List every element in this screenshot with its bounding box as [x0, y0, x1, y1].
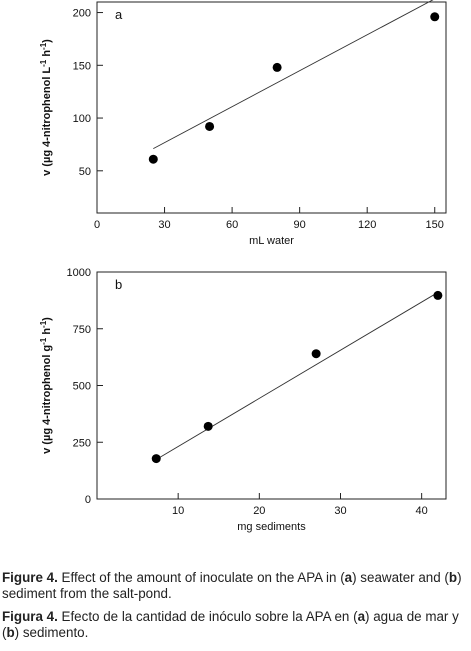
panel-label-a: a [115, 7, 123, 22]
fit-line-a [153, 0, 434, 150]
x-tick-label-b: 30 [334, 505, 346, 517]
fit-line-b [156, 292, 439, 460]
y-tick-label-a: 200 [73, 8, 91, 20]
caption-english-part: Effect of the amount of inoculate on the… [57, 570, 345, 585]
chart-a: 0 30 60 90 120 150 50 100 150 200 a mL water v (µg 4… [39, 0, 447, 247]
caption-spanish-b: b [6, 625, 15, 640]
caption-spanish-label: Figura 4. [2, 609, 58, 624]
y-axis-title-part: h [41, 50, 53, 60]
caption-spanish-part: Efecto de la cantidad de inóculo sobre l… [57, 609, 358, 624]
caption-spanish: Figura 4. Efecto de la cantidad de inócu… [2, 609, 469, 641]
x-tick-label-b: 40 [416, 505, 428, 517]
y-tick-label-b: 1000 [67, 267, 91, 279]
x-tick-label-b: 10 [172, 505, 184, 517]
x-tick-label-a: 120 [358, 219, 376, 231]
panel-label-b: b [115, 277, 122, 292]
caption-english-b: b [448, 570, 458, 585]
data-point-a [430, 12, 440, 22]
caption-spanish-part: ) sedimento. [14, 625, 89, 640]
y-axis-title-part: -1 [39, 337, 48, 345]
y-tick-label-b: 750 [73, 324, 91, 336]
x-axis-title-b: mg sediments [237, 521, 306, 533]
caption-english: Figure 4. Effect of the amount of inocul… [2, 570, 469, 602]
x-tick-label-a: 0 [94, 219, 100, 231]
caption-spanish-part: ) agua de mar y ( [2, 609, 459, 640]
y-axis-title-part: -1 [39, 59, 48, 67]
y-axis-title-b: v (µg 4-nitrophenol g-1 h-1) [39, 317, 53, 454]
y-tick-label-b: 500 [73, 381, 91, 393]
data-point-a [272, 62, 282, 72]
x-axis-title-a: mL water [249, 235, 294, 247]
data-point-b [311, 349, 321, 359]
caption-english-part: ) seawater and ( [352, 570, 449, 585]
y-axis-title-part: v (µg 4-nitrophenol g [41, 345, 53, 454]
chart-b: 10 20 30 40 0 250 500 750 1000 b mg sediments v (µg… [39, 267, 447, 533]
y-tick-label-a: 150 [73, 60, 91, 72]
y-tick-label-b: 250 [73, 437, 91, 449]
y-axis-title-part: -1 [39, 42, 48, 50]
plot-frame-a [96, 1, 447, 214]
caption-english-part: ) sediment from the salt-pond. [2, 570, 462, 601]
y-axis-title-part: v (µg 4-nitrophenol L [41, 67, 53, 176]
y-axis-title-part: -1 [39, 320, 48, 328]
caption-english-a: a [344, 570, 353, 585]
x-tick-label-b: 20 [253, 505, 265, 517]
y-axis-title-part: ) [41, 39, 53, 43]
y-axis-title-a: v (µg 4-nitrophenol L-1 h-1) [39, 39, 53, 176]
data-point-a [148, 154, 158, 164]
data-point-b [203, 421, 213, 431]
caption-english-label: Figure 4. [2, 570, 58, 585]
y-tick-label-a: 50 [79, 166, 91, 178]
data-point-b [151, 454, 161, 464]
x-tick-label-a: 150 [426, 219, 444, 231]
x-tick-label-a: 60 [226, 219, 238, 231]
y-axis-title-part: ) [41, 317, 53, 321]
y-tick-label-a: 100 [73, 113, 91, 125]
y-axis-title-part: h [41, 328, 53, 338]
data-point-b [433, 290, 443, 300]
plot-frame-b [96, 271, 447, 500]
caption-spanish-a: a [357, 609, 366, 624]
x-tick-label-a: 30 [158, 219, 170, 231]
data-point-a [205, 121, 215, 131]
x-tick-label-a: 90 [294, 219, 306, 231]
y-tick-label-b: 0 [85, 494, 91, 506]
